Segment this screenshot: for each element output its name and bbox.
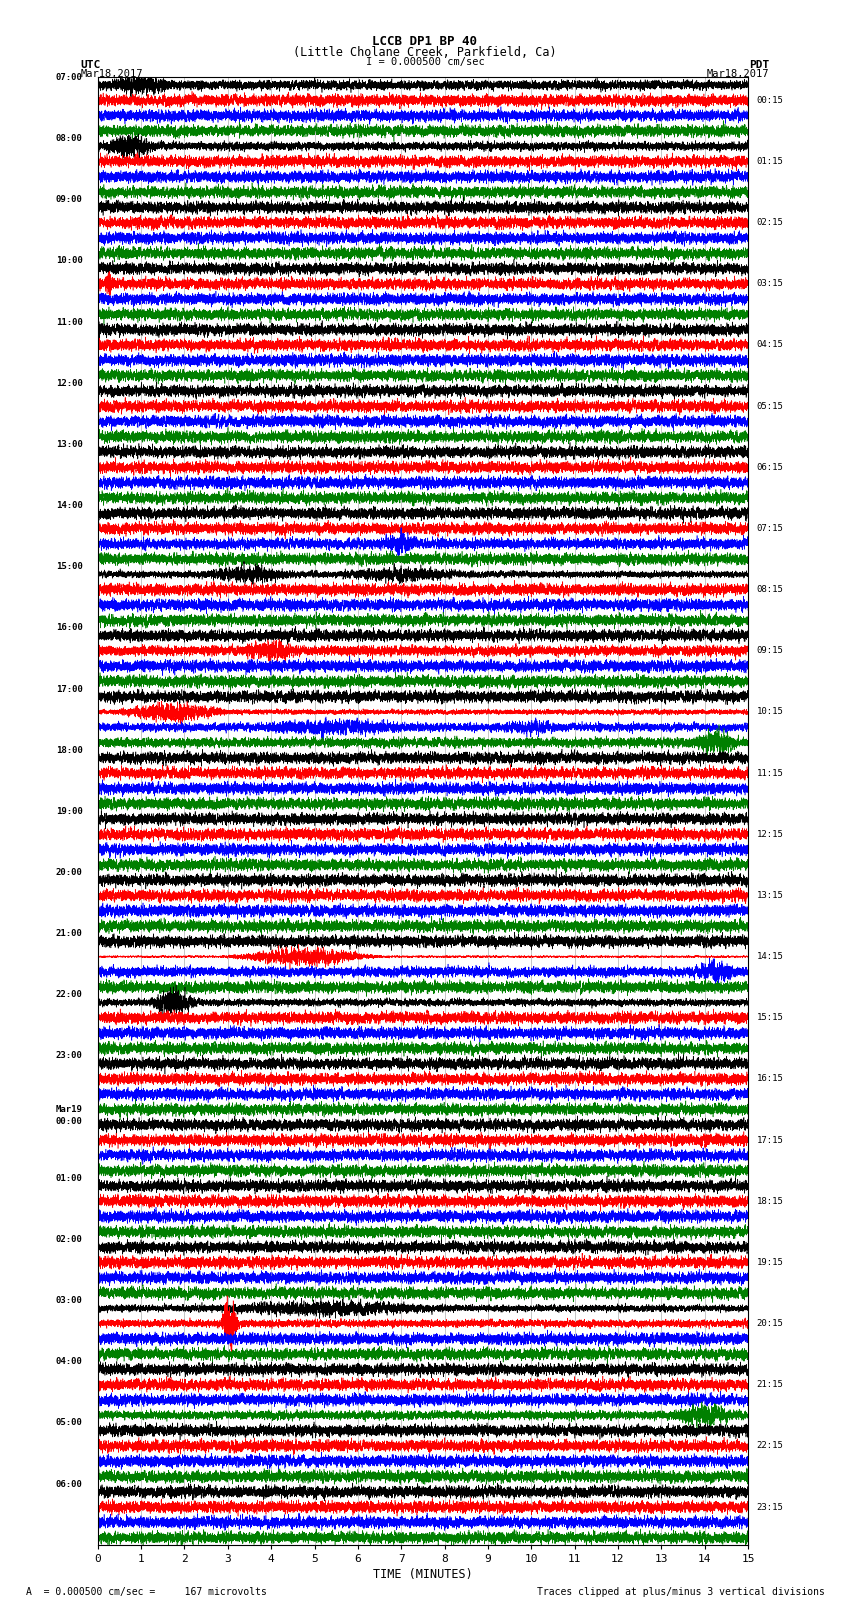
Text: 15:15: 15:15 <box>756 1013 784 1023</box>
Text: 16:00: 16:00 <box>56 623 82 632</box>
Text: 20:00: 20:00 <box>56 868 82 877</box>
Text: 18:00: 18:00 <box>56 745 82 755</box>
Text: 06:00: 06:00 <box>56 1479 82 1489</box>
Text: (Little Cholane Creek, Parkfield, Ca): (Little Cholane Creek, Parkfield, Ca) <box>293 45 557 60</box>
Text: I = 0.000500 cm/sec: I = 0.000500 cm/sec <box>366 58 484 68</box>
Text: 22:00: 22:00 <box>56 990 82 1000</box>
Text: Traces clipped at plus/minus 3 vertical divisions: Traces clipped at plus/minus 3 vertical … <box>536 1587 824 1597</box>
Text: 07:00: 07:00 <box>56 73 82 82</box>
Text: 19:15: 19:15 <box>756 1258 784 1266</box>
Text: 04:00: 04:00 <box>56 1357 82 1366</box>
Text: 08:00: 08:00 <box>56 134 82 144</box>
Text: 01:00: 01:00 <box>56 1174 82 1182</box>
Text: 21:15: 21:15 <box>756 1381 784 1389</box>
Text: 07:15: 07:15 <box>756 524 784 532</box>
Text: 02:15: 02:15 <box>756 218 784 227</box>
Text: 20:15: 20:15 <box>756 1319 784 1327</box>
Text: Mar18,2017: Mar18,2017 <box>81 69 144 79</box>
Text: 23:15: 23:15 <box>756 1503 784 1511</box>
Text: Mar18,2017: Mar18,2017 <box>706 69 769 79</box>
Text: 17:15: 17:15 <box>756 1136 784 1145</box>
Text: 06:15: 06:15 <box>756 463 784 473</box>
Text: 18:15: 18:15 <box>756 1197 784 1207</box>
Text: PDT: PDT <box>749 60 769 69</box>
Text: 03:15: 03:15 <box>756 279 784 289</box>
Text: 11:00: 11:00 <box>56 318 82 326</box>
Text: 19:00: 19:00 <box>56 806 82 816</box>
Text: 13:15: 13:15 <box>756 890 784 900</box>
Text: 05:00: 05:00 <box>56 1418 82 1428</box>
Text: UTC: UTC <box>81 60 101 69</box>
Text: 00:00: 00:00 <box>56 1118 82 1126</box>
Text: 01:15: 01:15 <box>756 156 784 166</box>
X-axis label: TIME (MINUTES): TIME (MINUTES) <box>373 1568 473 1581</box>
Text: 17:00: 17:00 <box>56 684 82 694</box>
Text: 13:00: 13:00 <box>56 440 82 448</box>
Text: A  = 0.000500 cm/sec =     167 microvolts: A = 0.000500 cm/sec = 167 microvolts <box>26 1587 266 1597</box>
Text: 12:00: 12:00 <box>56 379 82 387</box>
Text: 21:00: 21:00 <box>56 929 82 939</box>
Text: 12:15: 12:15 <box>756 829 784 839</box>
Text: 08:15: 08:15 <box>756 586 784 594</box>
Text: 10:00: 10:00 <box>56 256 82 266</box>
Text: LCCB DP1 BP 40: LCCB DP1 BP 40 <box>372 35 478 48</box>
Text: 02:00: 02:00 <box>56 1236 82 1244</box>
Text: 15:00: 15:00 <box>56 563 82 571</box>
Text: Mar19: Mar19 <box>56 1105 82 1115</box>
Text: 23:00: 23:00 <box>56 1052 82 1060</box>
Text: 16:15: 16:15 <box>756 1074 784 1084</box>
Text: 00:15: 00:15 <box>756 95 784 105</box>
Text: 04:15: 04:15 <box>756 340 784 350</box>
Text: 22:15: 22:15 <box>756 1442 784 1450</box>
Text: 09:15: 09:15 <box>756 647 784 655</box>
Text: 03:00: 03:00 <box>56 1297 82 1305</box>
Text: 10:15: 10:15 <box>756 708 784 716</box>
Text: 05:15: 05:15 <box>756 402 784 411</box>
Text: 14:00: 14:00 <box>56 502 82 510</box>
Text: 09:00: 09:00 <box>56 195 82 205</box>
Text: 11:15: 11:15 <box>756 769 784 777</box>
Text: 14:15: 14:15 <box>756 952 784 961</box>
